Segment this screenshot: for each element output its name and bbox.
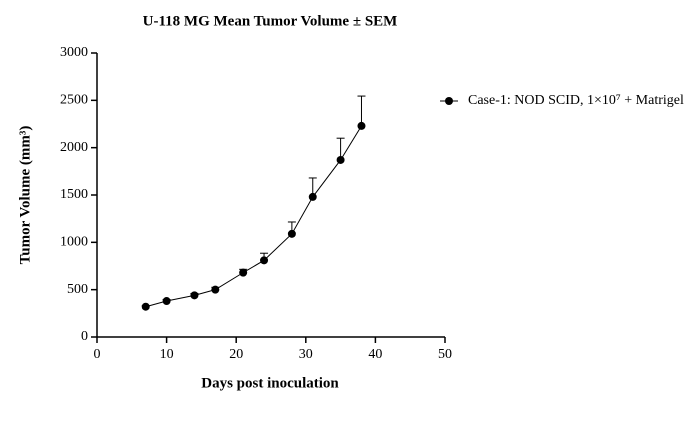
marker <box>357 121 366 130</box>
y-tick-label: 3000 <box>60 45 88 60</box>
marker <box>239 268 248 277</box>
error-bar <box>357 95 366 126</box>
series-line <box>145 125 362 308</box>
x-tick-label: 50 <box>438 347 452 362</box>
legend-label: Case-1: NOD SCID, 1×10⁷ + Matrigel <box>468 93 684 108</box>
y-tick-label: 1500 <box>60 187 88 202</box>
marker <box>162 297 171 306</box>
marker <box>211 285 220 294</box>
x-tick-label: 40 <box>368 347 382 362</box>
x-tick-label: 10 <box>160 347 174 362</box>
x-tick-label: 30 <box>299 347 313 362</box>
x-axis-label: Days post inoculation <box>201 375 339 391</box>
marker <box>308 192 317 201</box>
chart-title: U-118 MG Mean Tumor Volume ± SEM <box>143 13 398 29</box>
y-tick-label: 1000 <box>60 235 88 250</box>
x-tick-label: 0 <box>94 347 101 362</box>
y-tick-label: 2000 <box>60 140 88 155</box>
legend-marker <box>445 97 453 105</box>
marker <box>260 256 269 265</box>
x-tick-label: 20 <box>229 347 243 362</box>
marker <box>141 302 150 311</box>
y-tick-label: 2500 <box>60 93 88 108</box>
y-axis-label: Tumor Volume (mm³) <box>17 126 33 265</box>
y-tick-label: 500 <box>67 282 88 297</box>
y-tick-label: 0 <box>81 329 88 344</box>
marker <box>336 155 345 164</box>
marker <box>287 229 296 238</box>
marker <box>190 291 199 300</box>
